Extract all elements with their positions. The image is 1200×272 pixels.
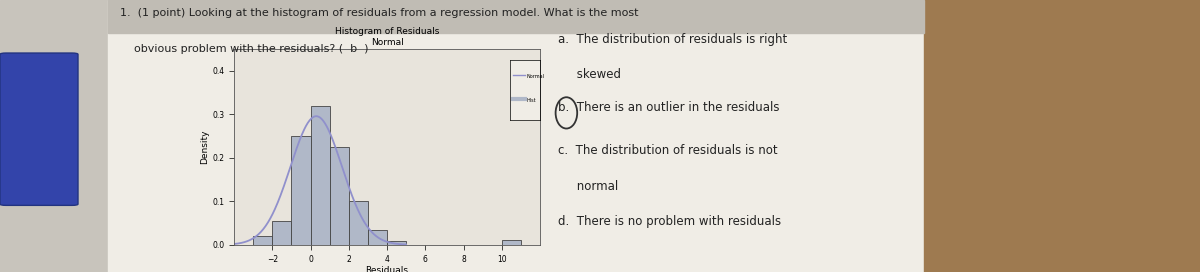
Bar bbox=[386, 241, 406, 245]
Bar bbox=[924, 0, 1200, 272]
Text: 1.  (1 point) Looking at the histogram of residuals from a regression model. Wha: 1. (1 point) Looking at the histogram of… bbox=[120, 8, 638, 18]
Bar bbox=[253, 236, 272, 245]
Text: c.  The distribution of residuals is not: c. The distribution of residuals is not bbox=[558, 144, 778, 157]
Text: a.  The distribution of residuals is right: a. The distribution of residuals is righ… bbox=[558, 33, 787, 46]
Text: d.  There is no problem with residuals: d. There is no problem with residuals bbox=[558, 215, 781, 228]
Text: Hist: Hist bbox=[527, 98, 536, 103]
Text: normal: normal bbox=[558, 180, 618, 193]
Text: b.  There is an outlier in the residuals: b. There is an outlier in the residuals bbox=[558, 101, 780, 114]
Bar bbox=[272, 221, 292, 245]
Bar bbox=[292, 136, 311, 245]
Bar bbox=[502, 240, 521, 245]
FancyBboxPatch shape bbox=[0, 53, 78, 205]
Bar bbox=[330, 147, 349, 245]
X-axis label: Residuals: Residuals bbox=[366, 266, 408, 272]
Bar bbox=[349, 201, 368, 245]
Title: Histogram of Residuals
Normal: Histogram of Residuals Normal bbox=[335, 27, 439, 47]
Bar bbox=[0, 0, 108, 272]
Text: obvious problem with the residuals? (  b  ): obvious problem with the residuals? ( b … bbox=[120, 44, 368, 54]
Bar bbox=[108, 0, 924, 272]
Bar bbox=[368, 230, 386, 245]
Bar bbox=[311, 106, 330, 245]
Y-axis label: Density: Density bbox=[200, 130, 209, 164]
Text: skewed: skewed bbox=[558, 68, 622, 81]
Bar bbox=[108, 0, 924, 33]
Text: Normal: Normal bbox=[527, 74, 545, 79]
